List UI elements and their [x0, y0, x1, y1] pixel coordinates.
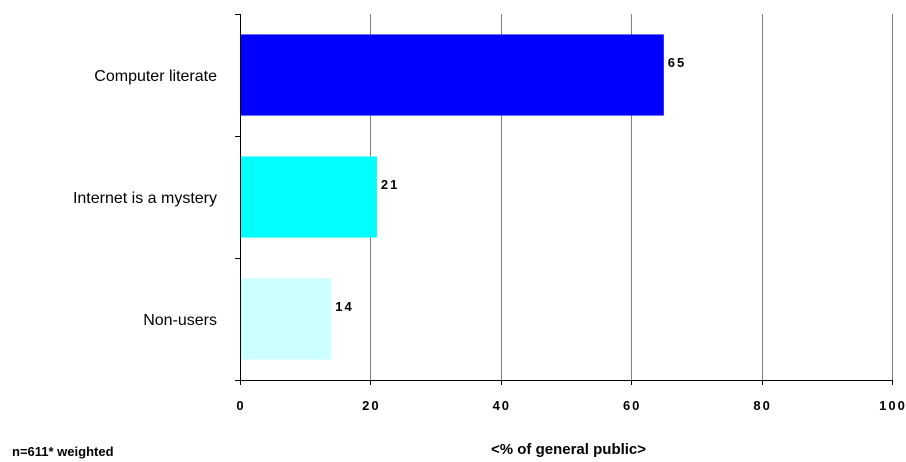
bars-layer: [240, 34, 664, 360]
x-tick-label: 100: [879, 398, 906, 413]
sample-size-footnote: n=611* weighted: [12, 444, 114, 459]
x-tick-label: 20: [362, 398, 380, 413]
data-label: 21: [381, 177, 399, 192]
bar: [240, 34, 664, 116]
labels-layer: Computer literate 65 Internet is a mystery…: [73, 55, 906, 413]
axes-layer: [235, 14, 893, 385]
x-tick-label: 0: [236, 398, 245, 413]
category-label: Internet is a mystery: [73, 190, 217, 207]
x-tick-label: 60: [623, 398, 641, 413]
bar: [240, 156, 377, 238]
x-tick-label: 80: [753, 398, 771, 413]
category-label: Computer literate: [94, 68, 217, 85]
data-label: 65: [668, 55, 686, 70]
category-label: Non-users: [143, 312, 217, 329]
data-label: 14: [335, 299, 353, 314]
x-tick-label: 40: [493, 398, 511, 413]
bar: [240, 278, 332, 360]
x-axis-title: <% of general public>: [491, 441, 647, 458]
